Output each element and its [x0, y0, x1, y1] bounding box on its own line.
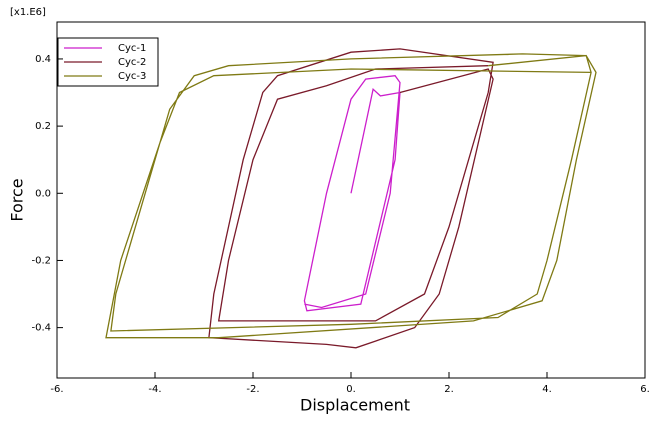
y-axis-title: Force	[8, 178, 27, 221]
legend-label: Cyc-3	[118, 71, 146, 82]
legend-label: Cyc-2	[118, 57, 146, 68]
y-tick-label: -0.4	[31, 323, 51, 334]
scale-annotation: [x1.E6]	[10, 7, 46, 18]
y-tick-label: -0.2	[31, 255, 51, 266]
x-axis-title: Displacement	[300, 396, 410, 415]
x-tick-label: 2.	[444, 384, 454, 395]
x-tick-label: -2.	[246, 384, 259, 395]
legend-label: Cyc-1	[118, 43, 146, 54]
y-tick-label: 0.4	[35, 54, 51, 65]
x-tick-label: -4.	[148, 384, 161, 395]
y-tick-label: 0.0	[35, 188, 51, 199]
x-tick-label: 4.	[542, 384, 552, 395]
series-line	[208, 48, 494, 349]
series-line	[105, 53, 597, 339]
y-tick-label: 0.2	[35, 121, 51, 132]
x-tick-label: -6.	[50, 384, 63, 395]
x-tick-label: 0.	[346, 384, 356, 395]
x-tick-label: 6.	[640, 384, 650, 395]
series-line	[303, 75, 401, 312]
